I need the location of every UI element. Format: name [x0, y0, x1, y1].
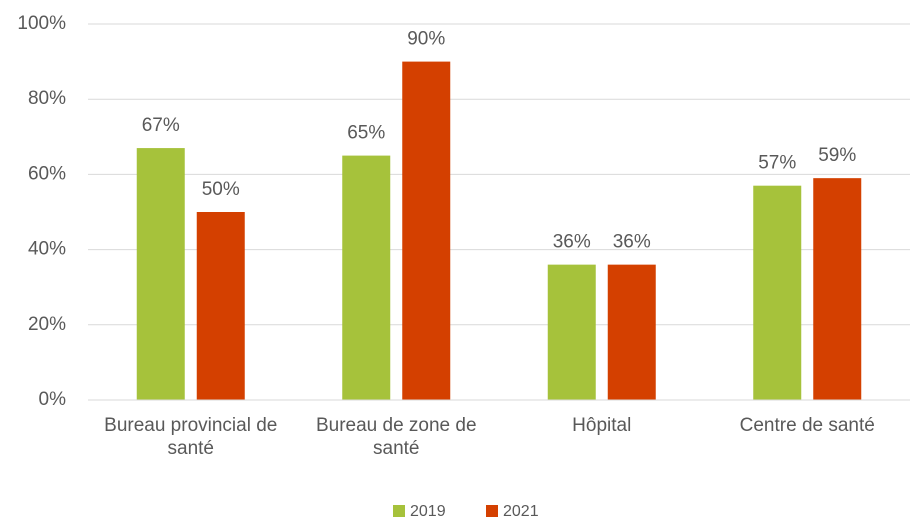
bar: [547, 264, 596, 400]
bar: [196, 212, 245, 400]
bar: [342, 155, 391, 400]
x-tick-label: Bureau de zone de santé: [315, 415, 477, 459]
legend-label: 2019: [410, 503, 446, 520]
x-tick-label: Bureau provincial de santé: [104, 415, 278, 459]
legend-swatch: [486, 505, 498, 517]
bar: [136, 148, 185, 400]
data-label: 36%: [553, 232, 591, 253]
bar: [753, 185, 802, 400]
y-tick-label: 80%: [28, 88, 66, 109]
y-tick-label: 0%: [39, 389, 67, 410]
y-tick-label: 60%: [28, 163, 66, 184]
bar: [813, 178, 862, 400]
y-tick-label: 100%: [17, 13, 66, 34]
bar: [607, 264, 656, 400]
data-label: 65%: [347, 123, 385, 144]
x-tick-label: Hôpital: [572, 415, 632, 436]
data-label: 67%: [142, 115, 180, 136]
y-tick-label: 20%: [28, 314, 66, 335]
x-tick-label: Centre de santé: [739, 415, 875, 436]
data-label: 59%: [818, 145, 856, 166]
y-tick-label: 40%: [28, 239, 66, 260]
legend-label: 2021: [503, 503, 539, 520]
data-label: 90%: [407, 29, 445, 50]
data-label: 57%: [758, 153, 796, 174]
bar: [402, 61, 451, 400]
data-label: 50%: [202, 179, 240, 200]
legend-swatch: [393, 505, 405, 517]
data-label: 36%: [613, 232, 651, 253]
